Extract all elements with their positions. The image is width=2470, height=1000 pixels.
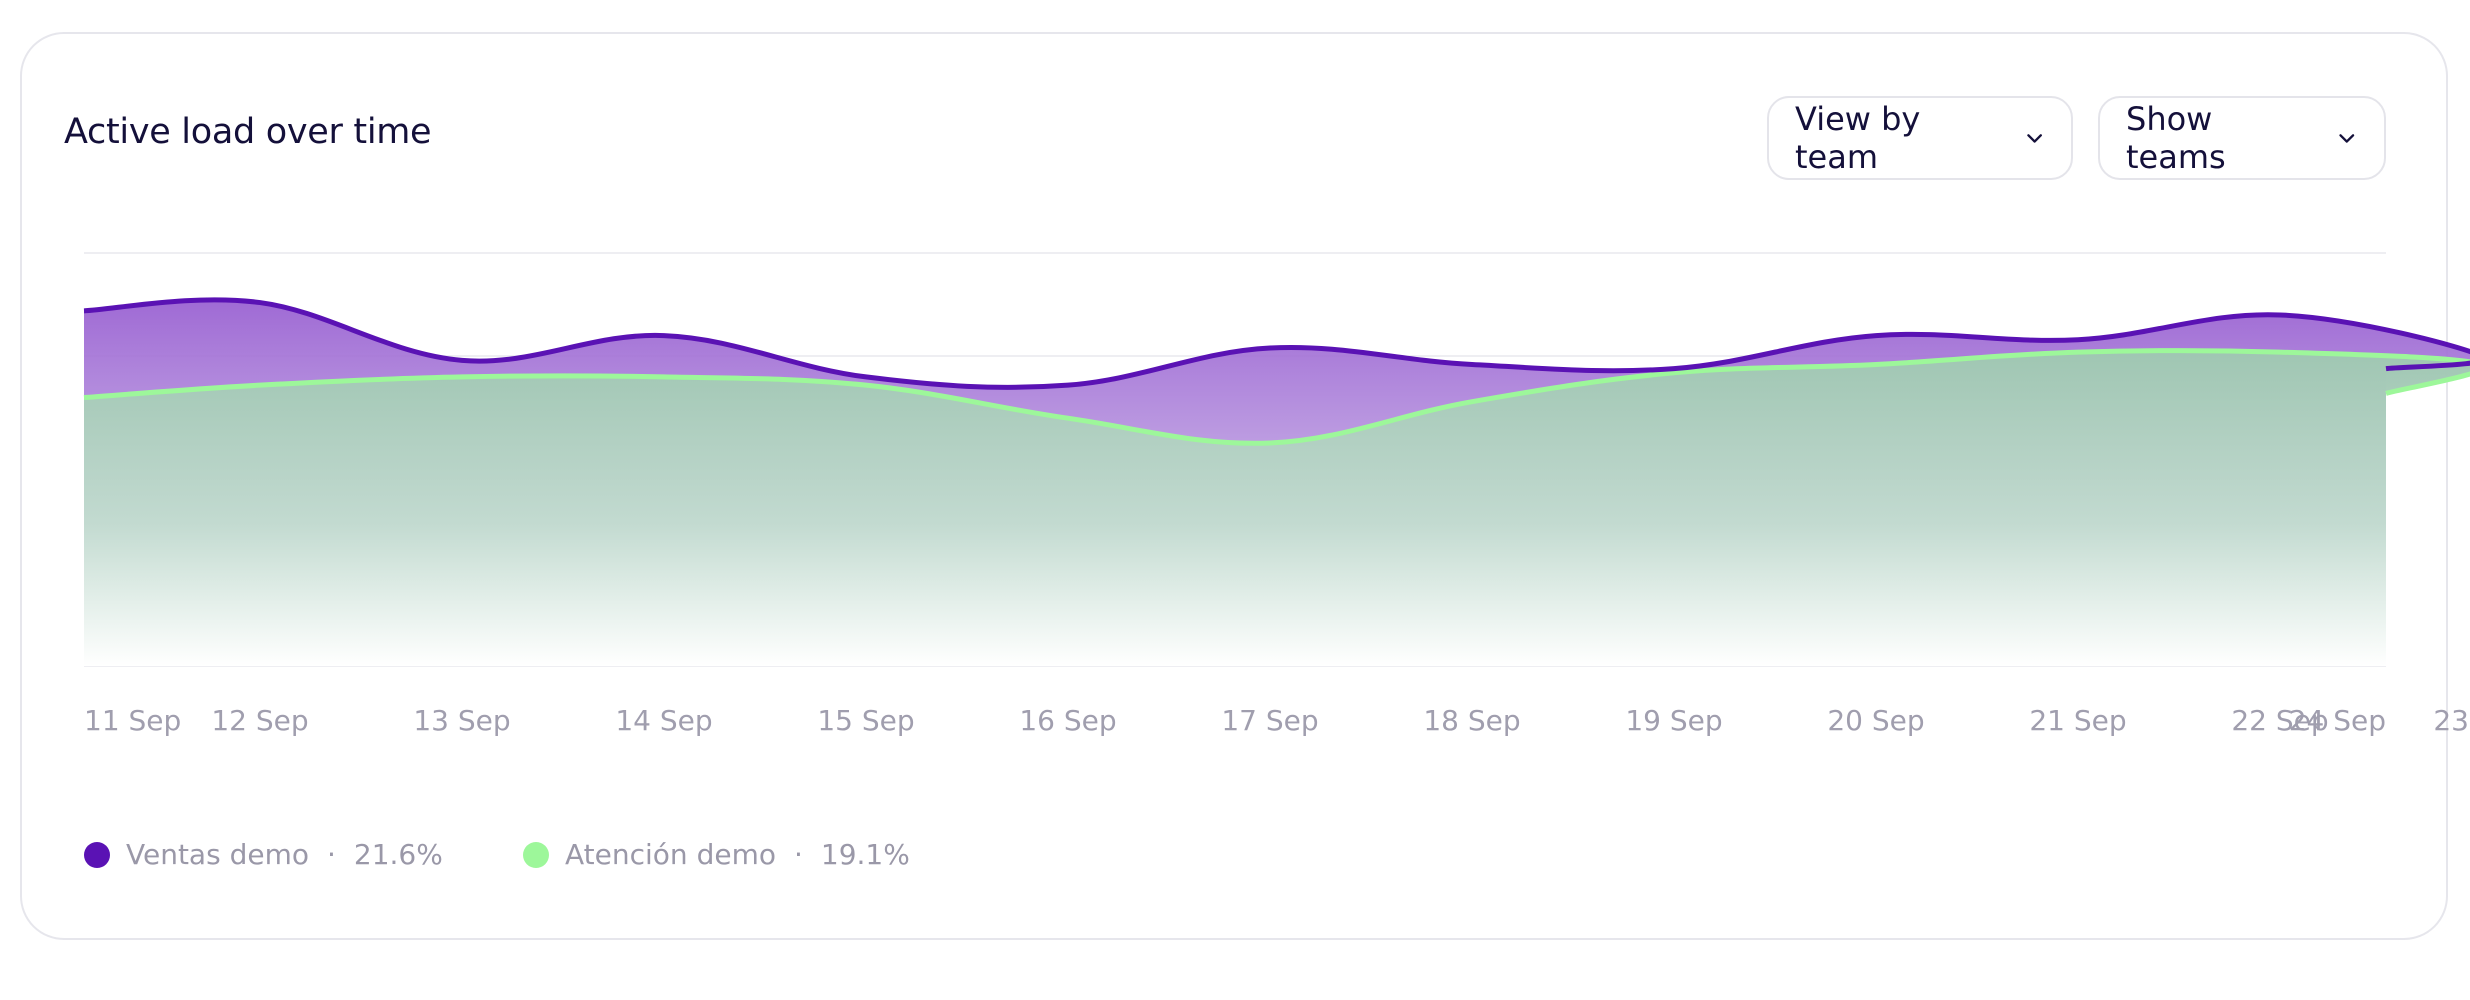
legend-name: Ventas demo (126, 838, 309, 871)
view-by-team-dropdown[interactable]: View by team (1767, 96, 2073, 180)
show-teams-label: Show teams (2126, 100, 2226, 176)
x-tick-label: 14 Sep (615, 704, 712, 737)
x-tick-label: 16 Sep (1019, 704, 1116, 737)
x-tick-label: 15 Sep (817, 704, 914, 737)
legend-value: 21.6% (353, 838, 443, 871)
series-area-atencion (84, 350, 2470, 666)
x-tick-label: 13 Sep (413, 704, 510, 737)
show-teams-dropdown[interactable]: Show teams (2098, 96, 2386, 180)
x-tick-label: 21 Sep (2029, 704, 2126, 737)
x-tick-label: 11 Sep (84, 704, 181, 737)
x-tick-label: 17 Sep (1221, 704, 1318, 737)
chart-title: Active load over time (64, 112, 432, 152)
legend-separator: · (326, 838, 336, 871)
view-by-team-label: View by team (1795, 100, 1921, 176)
series-line-ventas (83, 297, 2470, 390)
legend-separator: · (793, 838, 803, 871)
legend-name: Atención demo (565, 838, 776, 871)
area-chart: 11 Sep 12 Sep 13 Sep 14 Sep 15 Sep 16 Sep 17 S… (83, 252, 2470, 737)
legend-dot-atencion (523, 841, 549, 868)
legend-dot-ventas (84, 841, 110, 868)
chevron-down-icon (2027, 134, 2042, 143)
x-tick-label: 20 Sep (1827, 704, 1924, 737)
series-line-atencion (83, 347, 2470, 446)
legend-value: 19.1% (820, 838, 910, 871)
legend-item-atencion: Atención demo · 19.1% (523, 838, 910, 871)
x-tick-label: 12 Sep (211, 704, 308, 737)
x-tick-label: 19 Sep (1625, 704, 1722, 737)
chevron-down-icon (2339, 134, 2355, 143)
x-tick-label: 22 Sep (2231, 704, 2328, 737)
x-tick-label: 24 Sep (2289, 704, 2386, 737)
x-tick-label: 18 Sep (1423, 704, 1520, 737)
legend-item-ventas: Ventas demo · 21.6% (84, 838, 443, 871)
x-tick-label: 23 Sep (2433, 704, 2470, 737)
